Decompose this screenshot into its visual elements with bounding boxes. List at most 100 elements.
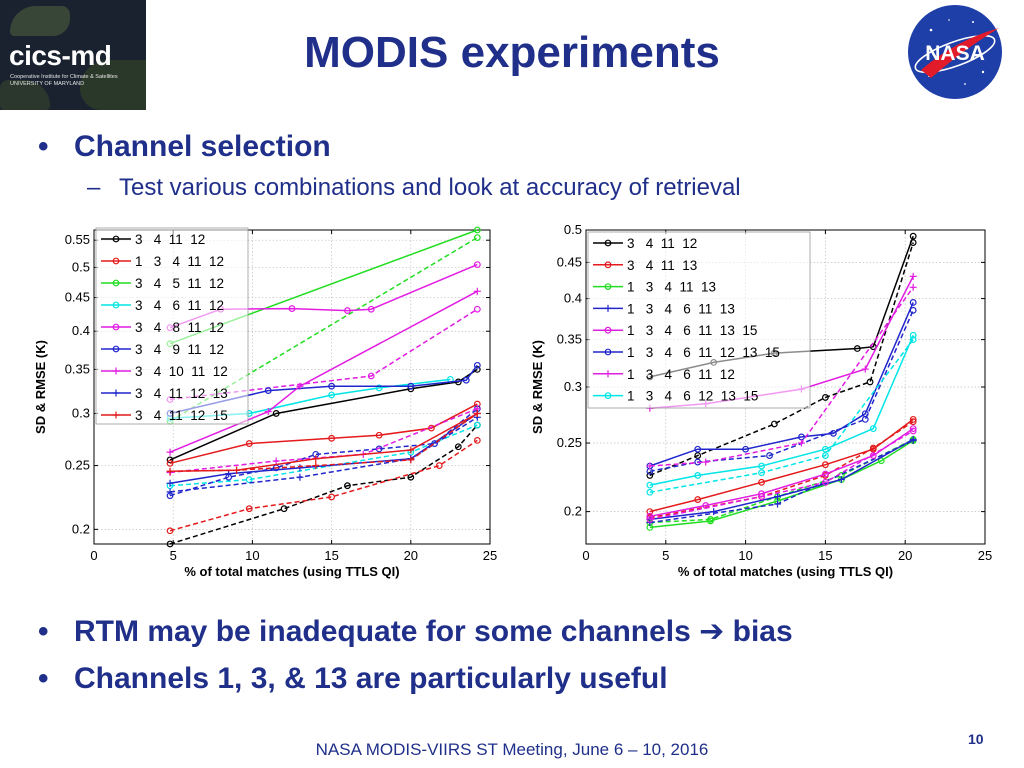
data-point (245, 505, 253, 513)
y-tick-label: 0.35 (65, 361, 90, 376)
y-tick-label: 0.25 (557, 435, 582, 450)
data-point (375, 431, 383, 439)
legend-label: 1 3 4 6 12 13 15 (627, 389, 758, 404)
x-tick-label: 25 (978, 548, 992, 563)
data-point (344, 482, 351, 490)
x-tick-label: 15 (818, 548, 832, 563)
y-tick-label: 0.2 (564, 504, 582, 519)
chart-left: 0 5 10 15 20 25 0.2 0.25 0.3 0.35 0.4 0.45 0.5 0.55 % … (36, 226, 497, 579)
data-point (909, 415, 917, 423)
nasa-logo: NASA (908, 5, 1002, 99)
y-tick-label: 0.45 (557, 254, 582, 269)
y-tick-label: 0.5 (564, 222, 582, 237)
data-point (758, 462, 765, 470)
data-point (758, 469, 765, 477)
data-point (909, 299, 917, 306)
data-point (473, 234, 481, 242)
data-point (822, 394, 829, 401)
series-line-rmse (649, 339, 914, 494)
data-point (112, 301, 120, 309)
data-point (766, 452, 773, 459)
x-tick-label: 5 (662, 548, 669, 563)
data-point (112, 323, 120, 331)
bullet-text-bias: bias (724, 615, 793, 648)
data-point (473, 305, 481, 313)
data-point (694, 472, 702, 479)
data-point (829, 429, 837, 437)
data-point (288, 305, 296, 312)
data-point (112, 279, 120, 287)
data-point (272, 410, 280, 417)
x-tick-label: 5 (170, 548, 177, 563)
x-tick-label: 0 (582, 548, 589, 563)
subbullet-test-combinations: – Test various combinations and look at a… (87, 174, 741, 201)
data-point (770, 420, 778, 428)
data-point (646, 512, 654, 520)
x-tick-label: 20 (898, 548, 912, 563)
y-tick-label: 0.4 (72, 323, 90, 338)
data-point (822, 445, 829, 453)
data-point (473, 226, 481, 234)
data-point (112, 235, 120, 243)
plot-frame (93, 229, 491, 545)
series-group (646, 299, 917, 475)
data-point (280, 505, 288, 513)
y-tick-label: 0.4 (564, 291, 582, 306)
legend-label: 3 4 9 11 12 (135, 342, 224, 357)
data-point (909, 232, 917, 240)
legend-label: 3 4 10 11 12 (135, 364, 228, 379)
footer-text: NASA MODIS-VIIRS ST Meeting, June 6 – 10… (315, 740, 709, 759)
series-line-sd (649, 427, 914, 518)
x-axis-label: % of total matches (using TTLS QI) (678, 564, 893, 579)
x-tick-label: 10 (245, 548, 259, 563)
data-point (328, 382, 336, 390)
data-point (166, 540, 174, 548)
series-line-sd (649, 302, 914, 467)
bullet-useful-channels: • Channels 1, 3, & 13 are particularly us… (38, 662, 668, 695)
data-point (328, 434, 336, 442)
y-tick-label: 0.25 (65, 458, 90, 473)
data-point (707, 517, 714, 525)
data-point (166, 459, 174, 467)
x-tick-label: 0 (90, 548, 97, 563)
data-point (869, 425, 877, 433)
data-point (909, 331, 917, 339)
logo-subtitle: Cooperative Institute for Climate & Sate… (10, 74, 118, 87)
legend-label: 1 3 4 11 12 (135, 254, 224, 269)
legend-label: 1 3 4 11 13 (627, 280, 716, 295)
data-point (367, 305, 375, 313)
data-point (758, 490, 765, 498)
data-point (454, 443, 462, 451)
bullet-text: Channels 1, 3, & 13 are particularly use… (74, 662, 668, 695)
x-axis-label: % of total matches (using TTLS QI) (184, 564, 399, 579)
x-tick-label: 25 (483, 548, 497, 563)
data-point (742, 445, 750, 453)
y-axis-label: SD & RMSE (K) (530, 340, 545, 434)
series-line-rmse (649, 286, 914, 467)
data-point (604, 261, 612, 269)
data-point (646, 472, 654, 479)
y-tick-label: 0.2 (72, 521, 90, 536)
series-line-rmse (649, 242, 914, 477)
y-tick-label: 0.35 (557, 332, 582, 347)
data-point (407, 382, 415, 390)
data-point (758, 478, 765, 486)
y-tick-label: 0.5 (72, 259, 90, 274)
y-tick-label: 0.45 (65, 290, 90, 305)
series-line-sd (649, 418, 914, 513)
data-point (473, 437, 481, 444)
data-point (245, 476, 253, 484)
data-point (646, 515, 654, 523)
data-point (694, 445, 702, 453)
data-point (822, 470, 829, 478)
series-line-rmse (169, 416, 478, 493)
legend-label: 3 4 5 11 12 (135, 276, 224, 291)
logo-texture (80, 60, 146, 110)
data-point (869, 452, 877, 459)
series-group (646, 331, 917, 496)
data-point (245, 440, 253, 447)
arrow-right-icon: ➔ (699, 615, 725, 648)
data-point (328, 391, 336, 399)
legend-label: 1 3 4 6 11 13 15 (627, 323, 757, 338)
subbullet-text: Test various combinations and look at ac… (119, 174, 741, 201)
